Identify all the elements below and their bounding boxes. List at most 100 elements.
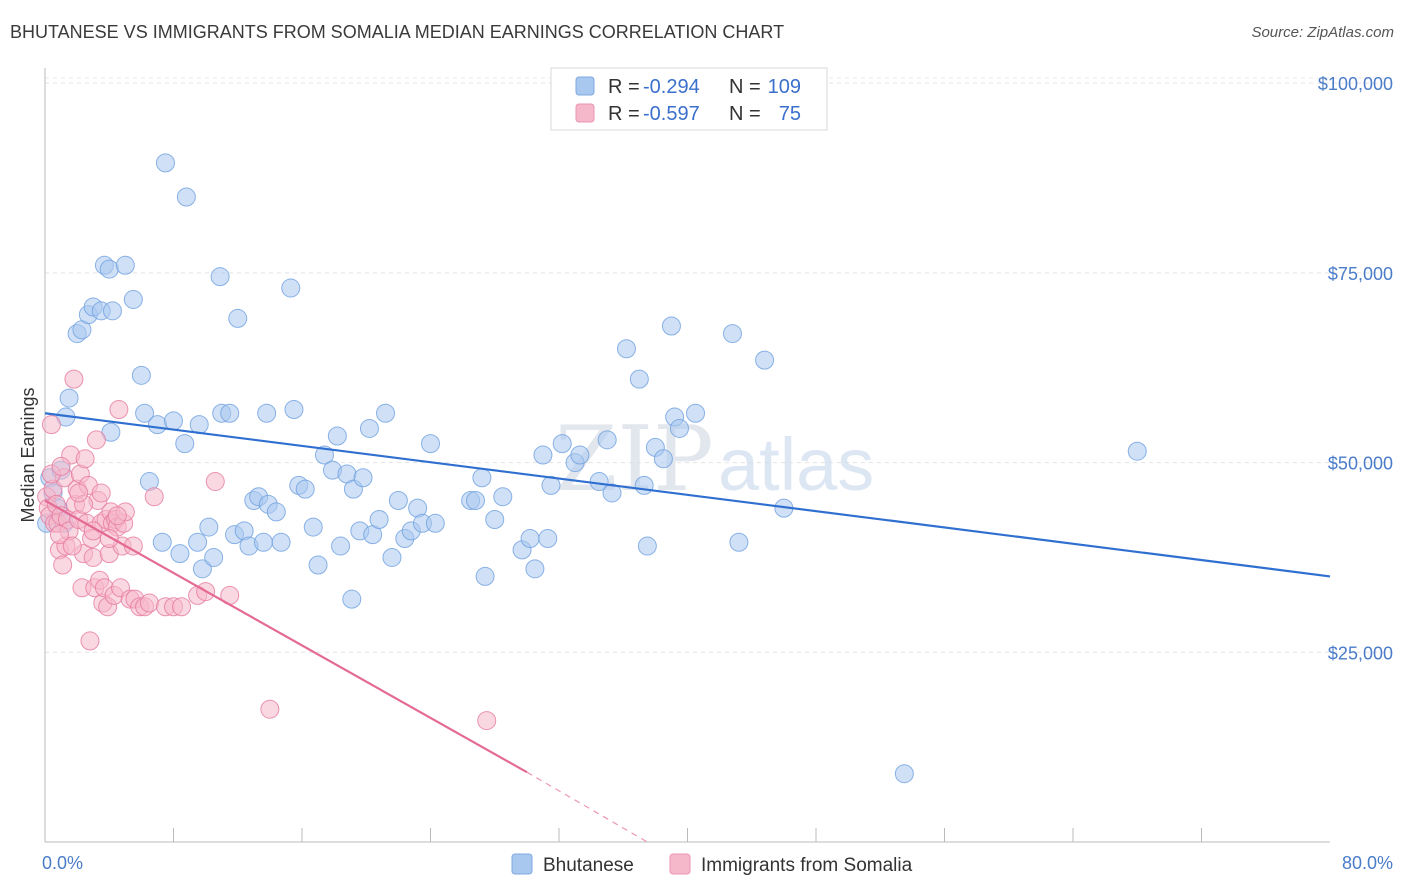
bottom-legend-swatch-bhutanese bbox=[511, 853, 533, 875]
series-0-point bbox=[570, 445, 590, 465]
trend-lines bbox=[44, 412, 1331, 843]
source-label: Source: ZipAtlas.com bbox=[1251, 24, 1394, 41]
legend-r-value-2: -0.597 bbox=[643, 103, 700, 125]
y-tick-label-2: $75,000 bbox=[1328, 264, 1393, 284]
series-0-point bbox=[669, 418, 689, 438]
series-0-point bbox=[155, 153, 175, 173]
legend-r-label-1: R = bbox=[608, 76, 640, 98]
series-0-point bbox=[135, 403, 155, 423]
watermark: ZIP atlas bbox=[555, 407, 874, 512]
series-0-point bbox=[204, 547, 224, 567]
series-0-point bbox=[210, 267, 230, 287]
series-1-points bbox=[37, 369, 497, 731]
series-1-point bbox=[53, 555, 73, 575]
series-0-point bbox=[425, 513, 445, 533]
series-0-point bbox=[541, 475, 561, 495]
legend-r-value-1: -0.294 bbox=[643, 76, 700, 98]
series-0-point bbox=[152, 532, 172, 552]
series-0-point bbox=[388, 491, 408, 511]
y-tick-labels: $25,000 $50,000 $75,000 $100,000 bbox=[1318, 74, 1393, 663]
series-0-point bbox=[199, 517, 219, 537]
series-1-trend-extension bbox=[526, 771, 648, 843]
x-tick-label-max: 80.0% bbox=[1342, 853, 1393, 873]
legend-r-label-2: R = bbox=[608, 103, 640, 125]
series-1-point bbox=[172, 597, 192, 617]
series-0-point bbox=[616, 339, 636, 359]
series-1-point bbox=[91, 483, 111, 503]
bottom-legend-label-somalia: Immigrants from Somalia bbox=[701, 855, 913, 876]
bottom-legend-label-bhutanese: Bhutanese bbox=[543, 855, 634, 876]
series-0-point bbox=[421, 434, 440, 454]
series-0-point bbox=[102, 301, 122, 321]
stats-legend: R = -0.294 N = 109 R = -0.597 N = 75 bbox=[550, 67, 828, 131]
series-0-point bbox=[602, 483, 622, 503]
series-1-point bbox=[139, 593, 159, 613]
series-0-point bbox=[686, 403, 706, 423]
series-0-point bbox=[493, 487, 513, 507]
series-0-point bbox=[369, 510, 389, 529]
series-0-point bbox=[115, 255, 135, 275]
series-0-point bbox=[188, 532, 208, 552]
series-1-point bbox=[62, 536, 82, 556]
series-1-point bbox=[80, 631, 100, 651]
series-legend: Bhutanese Immigrants from Somalia bbox=[511, 853, 913, 876]
series-0-point bbox=[634, 475, 654, 495]
series-1-point bbox=[49, 525, 69, 545]
series-1-point bbox=[83, 547, 103, 567]
legend-n-value-1: 109 bbox=[768, 76, 801, 98]
chart-title: BHUTANESE VS IMMIGRANTS FROM SOMALIA MED… bbox=[10, 22, 785, 42]
series-0-point bbox=[755, 350, 775, 370]
series-0-point bbox=[465, 491, 485, 511]
y-tick-label-3: $100,000 bbox=[1318, 74, 1393, 94]
series-1-point bbox=[86, 430, 106, 450]
series-0-point bbox=[253, 532, 273, 552]
series-0-point bbox=[722, 324, 742, 344]
series-1-point bbox=[75, 449, 95, 469]
series-0-point bbox=[661, 316, 681, 336]
series-0-point bbox=[257, 403, 277, 423]
series-0-point bbox=[284, 399, 304, 419]
series-0-point bbox=[552, 434, 572, 454]
series-0-point bbox=[331, 536, 351, 556]
series-1-trend-line bbox=[44, 499, 528, 774]
series-1-point bbox=[260, 699, 280, 719]
series-1-point bbox=[64, 369, 84, 389]
legend-n-label-1: N = bbox=[729, 76, 761, 98]
series-1-point bbox=[51, 456, 71, 476]
series-1-point bbox=[41, 415, 61, 435]
series-0-point bbox=[525, 559, 545, 579]
series-1-point bbox=[477, 711, 497, 731]
legend-n-label-2: N = bbox=[729, 103, 761, 125]
series-0-point bbox=[353, 468, 373, 488]
series-0-point bbox=[1127, 441, 1147, 461]
series-0-point bbox=[220, 403, 240, 423]
series-0-point bbox=[303, 517, 323, 537]
series-0-point bbox=[520, 528, 540, 548]
series-0-point bbox=[342, 589, 362, 609]
series-0-point bbox=[485, 510, 505, 529]
series-points bbox=[37, 153, 1147, 784]
x-tick-label-min: 0.0% bbox=[42, 853, 83, 873]
legend-n-value-2: 75 bbox=[779, 103, 801, 125]
series-0-point bbox=[376, 403, 396, 423]
series-0-point bbox=[271, 532, 291, 552]
series-0-point bbox=[314, 445, 334, 465]
series-0-point bbox=[281, 278, 301, 298]
legend-swatch-bhutanese bbox=[575, 76, 595, 96]
axes bbox=[44, 68, 1330, 843]
series-0-point bbox=[228, 308, 248, 328]
series-0-point bbox=[472, 468, 492, 488]
series-0-point bbox=[123, 289, 143, 309]
series-0-point bbox=[475, 566, 495, 586]
bottom-legend-swatch-somalia bbox=[669, 853, 691, 875]
series-0-point bbox=[192, 559, 212, 579]
series-0-point bbox=[59, 388, 79, 408]
series-0-point bbox=[629, 369, 649, 389]
legend-swatch-somalia bbox=[575, 103, 595, 123]
series-0-point bbox=[99, 259, 119, 279]
series-0-point bbox=[359, 418, 379, 438]
series-1-point bbox=[205, 472, 225, 492]
series-0-point bbox=[295, 479, 315, 499]
series-1-point bbox=[109, 399, 129, 419]
